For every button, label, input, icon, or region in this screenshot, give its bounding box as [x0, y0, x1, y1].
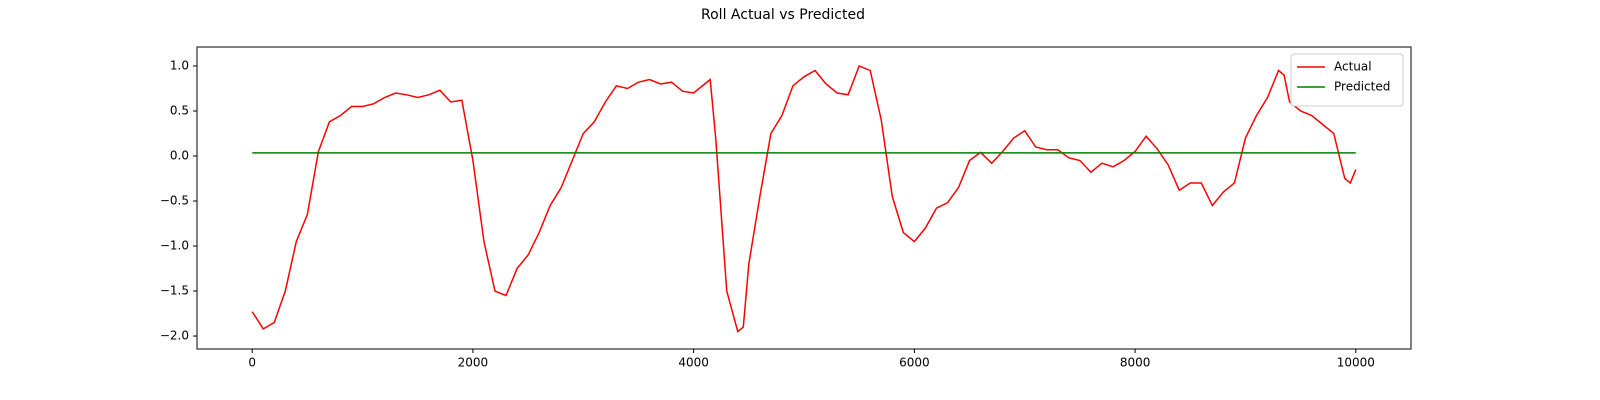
legend-label: Actual: [1334, 60, 1372, 74]
y-tick-label: −0.5: [160, 194, 189, 208]
x-tick-label: 4000: [678, 356, 709, 370]
y-tick-label: 0.5: [170, 104, 189, 118]
x-tick-label: 0: [248, 356, 256, 370]
series-line: [251, 65, 1357, 333]
plot-frame: [196, 46, 1412, 350]
y-tick-label: 1.0: [170, 58, 189, 72]
y-tick-label: −1.5: [160, 284, 189, 298]
x-tick-label: 8000: [1120, 356, 1151, 370]
y-tick-label: −2.0: [160, 329, 189, 343]
legend-label: Predicted: [1334, 80, 1390, 94]
chart-title: Roll Actual vs Predicted: [701, 7, 865, 23]
x-tick-label: 10000: [1337, 356, 1375, 370]
y-tick-label: −1.0: [160, 239, 189, 253]
x-tick-label: 2000: [458, 356, 489, 370]
x-tick-label: 6000: [899, 356, 930, 370]
y-tick-label: 0.0: [170, 149, 189, 163]
